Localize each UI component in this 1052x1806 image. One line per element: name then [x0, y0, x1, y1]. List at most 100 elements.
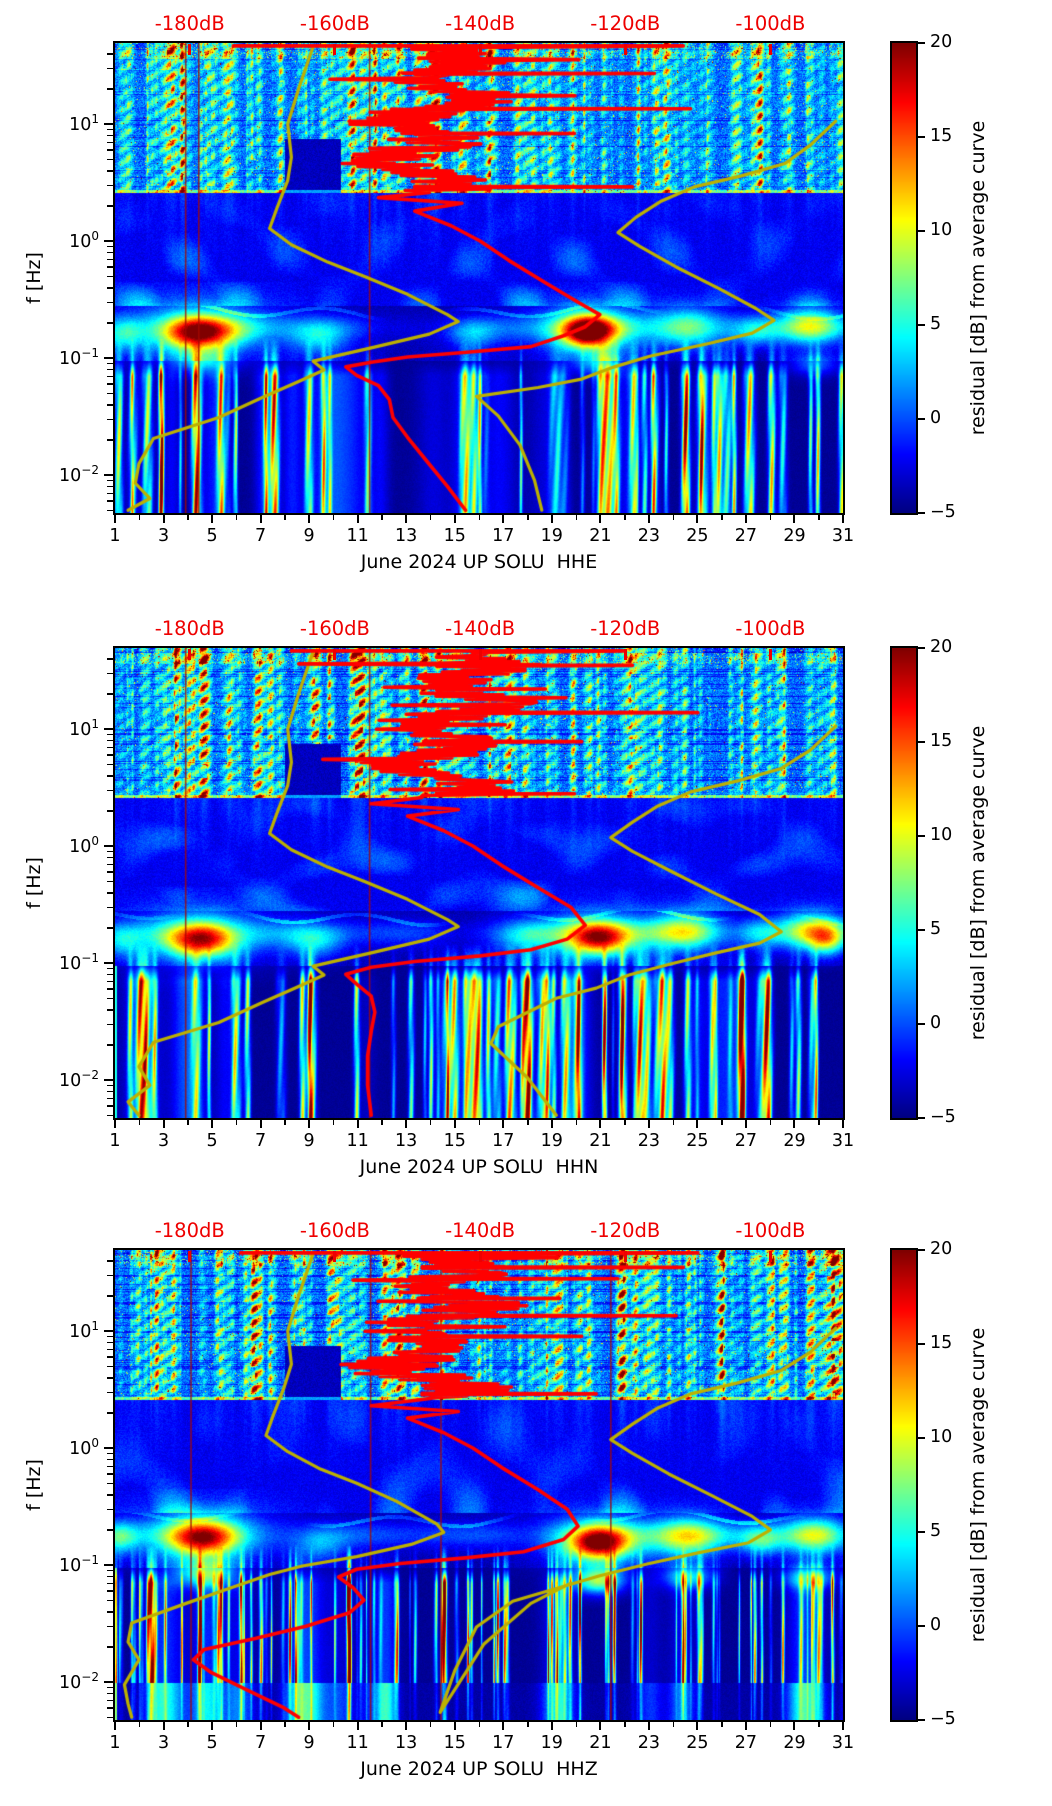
colorbar-tick-label: 10 — [930, 1427, 953, 1447]
y-tick — [104, 1447, 113, 1449]
x-tick — [453, 515, 456, 523]
y-minor-tick — [107, 1575, 113, 1578]
top-db-label: -160dB — [299, 12, 370, 35]
x-minor-tick — [818, 1120, 820, 1125]
x-tick — [647, 1722, 650, 1730]
x-tick-label: 27 — [734, 1131, 758, 1151]
y-minor-tick — [107, 1023, 113, 1026]
x-tick — [502, 515, 505, 523]
colorbar-tick-label: 15 — [930, 126, 953, 146]
x-tick — [356, 1120, 359, 1128]
x-minor-tick — [721, 1120, 723, 1125]
x-minor-tick — [527, 515, 529, 520]
top-db-label: -140dB — [445, 12, 516, 35]
x-minor-tick — [575, 1120, 578, 1125]
x-tick-label: 11 — [346, 1131, 369, 1151]
y-minor-tick — [107, 1473, 113, 1475]
x-tick — [162, 515, 165, 523]
colorbar-tick-label: 5 — [930, 314, 942, 334]
x-minor-tick — [672, 1120, 675, 1125]
x-minor-tick — [381, 1120, 383, 1125]
y-minor-tick — [107, 53, 113, 55]
y-tick-label: 100 — [69, 834, 99, 857]
y-tick — [104, 357, 113, 359]
x-axis-label-hhn: June 2024 UP SOLU HHN — [359, 1156, 599, 1178]
y-minor-tick — [107, 418, 113, 421]
spectrogram-canvas-hhe — [115, 43, 843, 513]
y-minor-tick — [107, 128, 113, 131]
colorbar-tick-label: 15 — [930, 1333, 953, 1353]
y-minor-tick — [107, 871, 113, 873]
x-minor-tick — [818, 515, 820, 520]
y-tick-label: 10−2 — [59, 1670, 99, 1693]
y-tick-label: 101 — [69, 1319, 99, 1342]
x-tick-label: 9 — [303, 1131, 315, 1151]
x-tick — [114, 1722, 116, 1730]
x-tick-label: 21 — [589, 1733, 612, 1753]
top-db-tick — [333, 44, 337, 55]
x-tick — [696, 1120, 699, 1128]
x-tick-label: 9 — [303, 1733, 315, 1753]
y-tick — [104, 123, 113, 125]
x-tick — [211, 515, 214, 523]
y-tick-label: 101 — [69, 717, 99, 740]
x-minor-tick — [284, 515, 286, 520]
x-minor-tick — [235, 1120, 238, 1125]
y-minor-tick — [107, 1599, 113, 1602]
y-minor-tick — [107, 134, 113, 137]
y-minor-tick — [107, 383, 113, 385]
y-minor-tick — [107, 1569, 113, 1572]
x-tick-label: 21 — [589, 1131, 612, 1151]
top-db-tick — [333, 1251, 337, 1262]
x-tick — [696, 1722, 699, 1730]
colorbar-tick-label: −5 — [930, 502, 956, 522]
x-minor-tick — [284, 1120, 286, 1125]
y-minor-tick — [107, 1582, 113, 1585]
y-tick — [104, 1681, 113, 1683]
x-tick — [259, 515, 262, 523]
x-tick-label: 31 — [831, 1733, 855, 1753]
x-minor-tick — [769, 515, 772, 520]
x-axis-label-hhz: June 2024 UP SOLU HHZ — [360, 1758, 598, 1780]
x-tick-label: 3 — [157, 1131, 170, 1151]
y-minor-tick — [107, 1590, 113, 1592]
y-minor-tick — [107, 775, 113, 777]
y-minor-tick — [107, 1114, 113, 1117]
top-db-tick — [768, 649, 772, 660]
x-minor-tick — [429, 1722, 432, 1727]
x-tick-label: 25 — [686, 1733, 709, 1753]
top-db-tick — [478, 649, 482, 660]
y-minor-tick — [107, 149, 113, 151]
colorbar-canvas-hhn — [892, 648, 916, 1118]
top-db-label: -100dB — [735, 1219, 806, 1242]
y-minor-tick — [107, 746, 113, 749]
y-tick — [104, 240, 113, 242]
top-db-tick — [188, 649, 192, 660]
x-tick-label: 17 — [492, 526, 515, 546]
x-tick-label: 17 — [492, 1733, 515, 1753]
x-tick-label: 15 — [443, 1131, 466, 1151]
y-minor-tick — [107, 1365, 113, 1368]
x-minor-tick — [624, 1722, 626, 1727]
colorbar-tick-label: 0 — [930, 408, 942, 428]
x-tick — [308, 515, 311, 523]
x-tick-label: 23 — [637, 1733, 660, 1753]
x-minor-tick — [381, 1722, 383, 1727]
y-minor-tick — [107, 322, 113, 324]
top-db-label: -120dB — [590, 1219, 661, 1242]
colorbar-frame-hhn — [890, 646, 918, 1120]
top-db-label: -180dB — [154, 1219, 225, 1242]
x-tick-label: 9 — [303, 526, 315, 546]
y-minor-tick — [107, 485, 113, 488]
x-tick-label: 25 — [686, 526, 709, 546]
x-tick — [842, 1120, 844, 1128]
y-minor-tick — [107, 258, 113, 261]
colorbar-tick-label: −5 — [930, 1709, 956, 1729]
y-minor-tick — [107, 1377, 113, 1379]
x-minor-tick — [138, 515, 141, 520]
y-minor-tick — [107, 1335, 113, 1338]
y-tick — [104, 845, 113, 847]
y-minor-tick — [107, 1044, 113, 1046]
x-minor-tick — [429, 1120, 432, 1125]
y-minor-tick — [107, 863, 113, 866]
